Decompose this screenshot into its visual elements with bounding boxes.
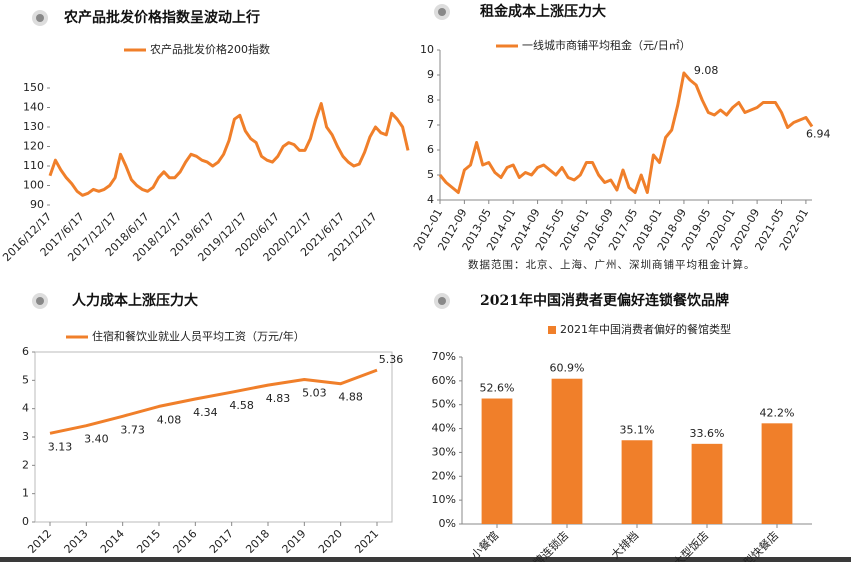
y-tick-label: 40%	[432, 422, 456, 435]
y-tick-label: 140	[23, 101, 44, 114]
data-label: 33.6%	[690, 427, 725, 440]
x-tick-label: 2017	[207, 527, 236, 556]
icon	[438, 8, 446, 16]
legend-label: 住宿和餐饮业就业人员平均工资（万元/年）	[92, 329, 305, 343]
legend-label: 农产品批发价格200指数	[150, 42, 270, 56]
data-label: 5.36	[379, 353, 404, 366]
y-tick-label: 1	[22, 487, 29, 500]
y-tick-label: 20%	[432, 469, 456, 482]
y-tick-label: 3	[22, 430, 29, 443]
data-label: 42.2%	[760, 406, 795, 419]
y-tick-label: 70%	[432, 350, 456, 363]
data-label: 52.6%	[480, 382, 515, 395]
y-tick-label: 6	[427, 143, 434, 156]
y-tick-label: 4	[427, 193, 434, 206]
bar	[761, 423, 793, 524]
data-label: 35.1%	[620, 423, 655, 436]
bar	[481, 398, 513, 524]
icon	[36, 14, 44, 22]
x-tick-label: 小型快餐店	[732, 528, 781, 562]
chart-title: 2021年中国消费者更偏好连锁餐饮品牌	[480, 292, 729, 309]
icon	[438, 297, 446, 305]
x-tick-label: 品牌连锁店	[522, 528, 571, 562]
y-tick-label: 9	[427, 68, 434, 81]
chart-title: 人力成本上涨压力大	[72, 292, 198, 309]
y-tick-label: 0	[22, 515, 29, 528]
data-label: 4.88	[338, 391, 363, 404]
y-tick-label: 30%	[432, 445, 456, 458]
y-tick-label: 60%	[432, 374, 456, 387]
y-tick-label: 110	[23, 159, 44, 172]
y-tick-label: 10%	[432, 493, 456, 506]
y-tick-label: 10	[420, 43, 434, 56]
y-tick-label: 2	[22, 458, 29, 471]
x-tick-label: 大型饭店	[670, 528, 711, 562]
title-icons	[32, 4, 450, 309]
line	[438, 71, 814, 194]
y-tick-label: 5	[22, 373, 29, 386]
data-label: 5.03	[302, 386, 327, 399]
y-tick-label: 50%	[432, 398, 456, 411]
legend-label: 一线城市商铺平均租金（元/日㎡）	[522, 38, 691, 52]
bar	[691, 443, 723, 524]
y-tick-label: 150	[23, 81, 44, 94]
x-tick-label: 2015	[134, 527, 163, 556]
x-tick-label: 2016	[171, 527, 200, 556]
y-tick-label: 0%	[439, 517, 456, 530]
y-tick-label: 6	[22, 345, 29, 358]
chart-note: 数据范围：北京、上海、广州、深圳商铺平均租金计算。	[468, 258, 756, 271]
data-label: 6.94	[806, 128, 831, 141]
data-label: 4.08	[157, 413, 182, 426]
data-label: 3.40	[84, 433, 109, 446]
data-label: 4.58	[229, 399, 254, 412]
y-tick-label: 8	[427, 93, 434, 106]
x-tick-label: 2020	[316, 527, 345, 556]
x-tick-label: 2019	[280, 527, 309, 556]
y-tick-label: 100	[23, 179, 44, 192]
bar	[621, 440, 653, 524]
y-tick-label: 5	[427, 168, 434, 181]
bottom-bar	[0, 557, 851, 562]
x-tick-label: 小餐馆	[468, 528, 501, 561]
y-tick-label: 7	[427, 118, 434, 131]
y-tick-label: 4	[22, 402, 29, 415]
x-tick-label: 2012	[25, 527, 54, 556]
data-label: 60.9%	[550, 362, 585, 375]
chart-title: 租金成本上涨压力大	[480, 3, 606, 20]
data-label: 9.08	[694, 64, 719, 77]
line	[48, 102, 410, 197]
x-tick-label: 2018	[243, 527, 272, 556]
legend-swatch	[548, 326, 556, 334]
chart-title: 农产品批发价格指数呈波动上行	[63, 9, 260, 26]
icon	[36, 297, 44, 305]
legend-label: 2021年中国消费者偏好的餐馆类型	[560, 322, 731, 336]
bar	[551, 378, 583, 524]
data-label: 3.73	[120, 423, 145, 436]
x-tick-label: 大排档	[608, 528, 641, 561]
line	[49, 368, 378, 435]
x-tick-label: 2014	[98, 527, 127, 556]
x-tick-label: 2013	[62, 527, 91, 556]
y-tick-label: 130	[23, 120, 44, 133]
data-label: 4.34	[193, 406, 218, 419]
data-label: 3.13	[48, 440, 73, 453]
data-label: 4.83	[266, 392, 291, 405]
y-tick-label: 90	[30, 198, 44, 211]
x-tick-label: 2021	[352, 527, 381, 556]
y-tick-label: 120	[23, 140, 44, 153]
